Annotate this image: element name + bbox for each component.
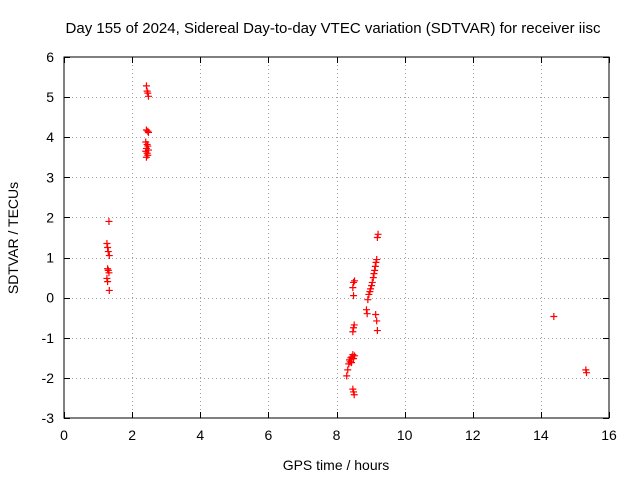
data-point <box>362 306 370 314</box>
data-point <box>104 248 112 256</box>
data-point <box>371 262 379 270</box>
y-tick-label: 2 <box>46 209 54 225</box>
x-tick-label: 8 <box>333 427 341 443</box>
x-tick-label: 4 <box>196 427 204 443</box>
data-point <box>143 140 151 148</box>
y-tick-label: 5 <box>46 89 54 105</box>
data-point <box>344 366 352 374</box>
y-tick-label: -2 <box>42 370 55 386</box>
data-point <box>583 369 591 377</box>
y-tick-label: 4 <box>46 129 54 145</box>
x-tick-label: 0 <box>60 427 68 443</box>
data-point <box>374 230 382 238</box>
data-point <box>350 321 358 329</box>
data-point <box>373 317 381 325</box>
x-tick-label: 2 <box>128 427 136 443</box>
x-tick-label: 14 <box>533 427 549 443</box>
data-point <box>142 82 150 90</box>
data-point <box>550 313 558 321</box>
data-point <box>363 310 371 318</box>
data-point <box>104 265 112 273</box>
data-point <box>144 89 152 97</box>
data-point <box>368 278 376 286</box>
gridlines <box>64 57 609 418</box>
y-axis-label: SDTVAR / TECUs <box>5 182 21 294</box>
data-point <box>103 274 111 282</box>
data-point <box>371 266 379 274</box>
data-point <box>372 311 380 319</box>
data-point <box>349 351 357 359</box>
data-point <box>369 274 377 282</box>
data-point <box>373 256 381 264</box>
data-point <box>368 282 376 290</box>
data-point <box>144 127 152 135</box>
y-tick-label: 1 <box>46 250 54 266</box>
y-tick-label: -1 <box>42 330 55 346</box>
y-tick-label: -3 <box>42 410 55 426</box>
data-point <box>144 128 152 136</box>
y-tick-label: 0 <box>46 290 54 306</box>
data-point <box>104 278 112 286</box>
data-point <box>105 252 113 260</box>
data-point <box>349 284 357 292</box>
data-point <box>343 372 351 380</box>
data-point <box>351 277 359 285</box>
data-point <box>350 278 358 286</box>
x-tick-label: 10 <box>397 427 413 443</box>
data-point <box>105 269 113 277</box>
data-point <box>103 240 111 248</box>
data-point <box>350 292 358 300</box>
data-point <box>105 286 113 294</box>
data-point <box>349 328 357 336</box>
data-point <box>142 153 150 161</box>
data-point <box>351 352 359 360</box>
data-point <box>364 296 372 304</box>
y-tick-label: 6 <box>46 49 54 65</box>
data-point <box>104 244 112 252</box>
x-tick-label: 12 <box>465 427 481 443</box>
plot-frame <box>63 56 610 419</box>
data-point <box>346 358 354 366</box>
chart-title: Day 155 of 2024, Sidereal Day-to-day VTE… <box>66 20 601 37</box>
x-tick-label: 6 <box>264 427 272 443</box>
data-point <box>367 285 375 293</box>
x-axis-label: GPS time / hours <box>283 457 390 473</box>
data-point <box>350 391 358 399</box>
data-point <box>373 234 381 241</box>
data-point <box>373 327 381 335</box>
data-point <box>105 217 113 225</box>
data-point <box>347 359 355 367</box>
y-tick-label: 3 <box>46 169 54 185</box>
data-point <box>370 270 378 278</box>
x-tick-label: 16 <box>601 427 617 443</box>
data-point <box>144 92 152 100</box>
data-points <box>103 82 591 399</box>
